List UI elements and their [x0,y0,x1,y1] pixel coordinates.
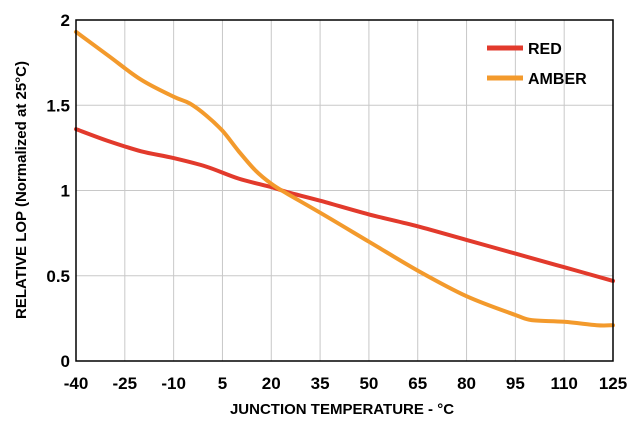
x-tick-label: 65 [408,374,427,393]
x-axis-title: JUNCTION TEMPERATURE - °C [230,401,454,418]
y-tick-label: 1 [61,182,70,201]
x-tick-label: 95 [506,374,525,393]
x-tick-label: -40 [64,374,89,393]
legend-label-amber: AMBER [528,71,587,88]
x-tick-label: -25 [113,374,138,393]
y-tick-label: 2 [61,11,70,30]
y-axis-title: RELATIVE LOP (Normalized at 25°C) [13,61,30,319]
y-tick-label: 0.5 [46,267,70,286]
x-tick-label: 50 [359,374,378,393]
plot-frame [75,19,614,362]
series-lines [74,29,615,328]
x-tick-label: 110 [550,374,577,393]
x-tick-label: 80 [457,374,476,393]
x-tick-label: 20 [262,374,281,393]
series-line-red [74,127,615,283]
x-tick-label: -10 [161,374,186,393]
series-line-amber [74,29,615,328]
y-tick-label: 1.5 [46,96,70,115]
legend-label-red: RED [528,41,562,58]
y-tick-labels: 0 0.5 1 1.5 2 [46,11,70,371]
legend: RED AMBER [487,41,587,88]
x-tick-label: 35 [311,374,330,393]
x-tick-labels: -40 -25 -10 5 20 35 50 65 80 95 110 125 [64,374,627,393]
y-tick-label: 0 [61,352,70,371]
x-tick-label: 5 [218,374,227,393]
x-tick-label: 125 [599,374,627,393]
